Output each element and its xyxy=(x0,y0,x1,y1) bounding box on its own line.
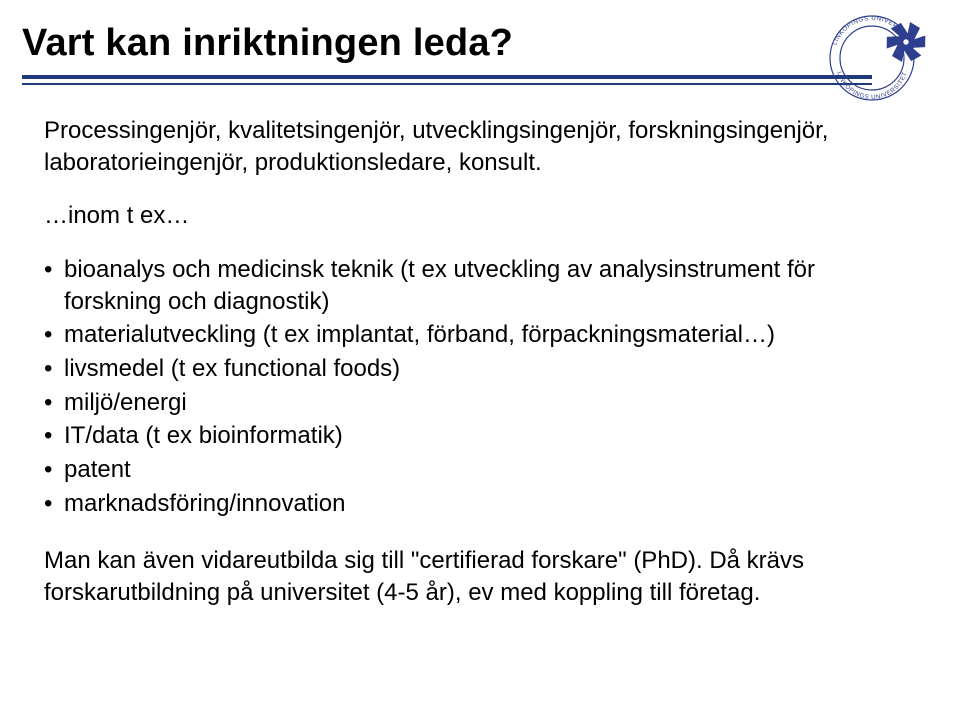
list-item: miljö/energi xyxy=(44,387,916,419)
list-item: marknadsföring/innovation xyxy=(44,488,916,520)
rule-thin xyxy=(22,83,872,85)
slide-title: Vart kan inriktningen leda? xyxy=(22,22,916,65)
svg-text:LINKÖPINGS UNIVERSITET: LINKÖPINGS UNIVERSITET xyxy=(835,71,908,101)
list-item: livsmedel (t ex functional foods) xyxy=(44,353,916,385)
rule-thick xyxy=(22,75,872,79)
slide: Vart kan inriktningen leda? Processingen… xyxy=(0,0,960,708)
slide-body: Processingenjör, kvalitetsingenjör, utve… xyxy=(22,115,916,609)
list-item: IT/data (t ex bioinformatik) xyxy=(44,420,916,452)
university-logo: LINKÖPINGS UNIVERSITET LINKÖPINGS UNIVER… xyxy=(822,8,942,108)
list-item: materialutveckling (t ex implantat, förb… xyxy=(44,319,916,351)
inom-line: …inom t ex… xyxy=(44,200,916,232)
flower-icon xyxy=(882,20,931,64)
closing-paragraph: Man kan även vidareutbilda sig till "cer… xyxy=(44,545,916,608)
closing-text: Man kan även vidareutbilda sig till "cer… xyxy=(44,547,804,606)
title-rules xyxy=(22,75,916,85)
logo-ring-text-bottom: LINKÖPINGS UNIVERSITET xyxy=(835,71,908,101)
bullet-list: bioanalys och medicinsk teknik (t ex utv… xyxy=(44,254,916,519)
intro-paragraph: Processingenjör, kvalitetsingenjör, utve… xyxy=(44,115,916,178)
list-item: bioanalys och medicinsk teknik (t ex utv… xyxy=(44,254,916,317)
list-item: patent xyxy=(44,454,916,486)
